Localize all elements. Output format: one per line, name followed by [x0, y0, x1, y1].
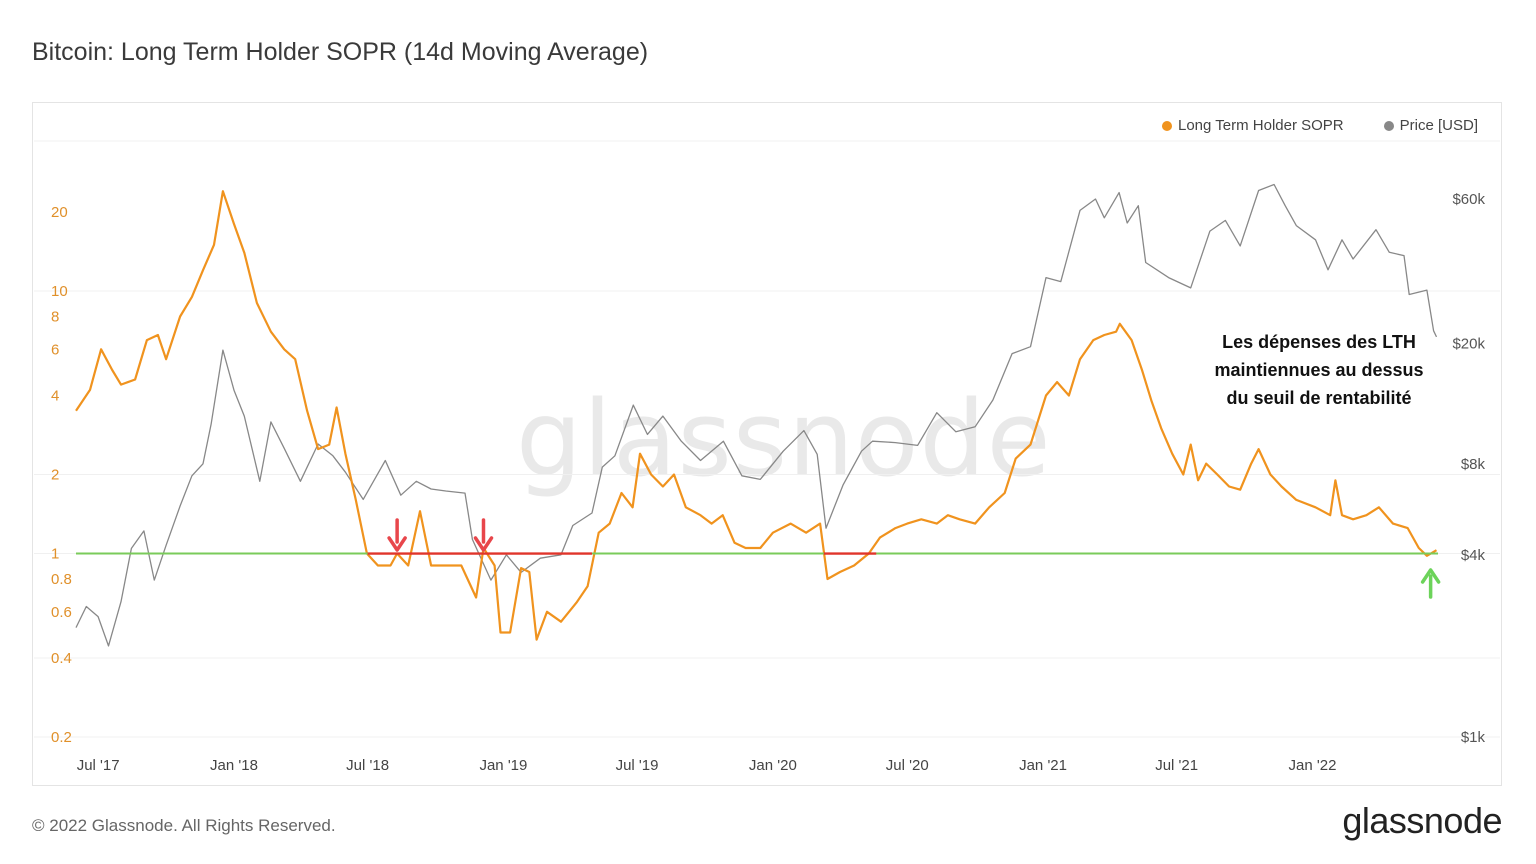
y-right-tick-label: $1k	[1461, 729, 1486, 746]
footer-copyright: © 2022 Glassnode. All Rights Reserved.	[32, 816, 336, 835]
y-right-tick-label: $20k	[1452, 335, 1485, 352]
price-series	[75, 183, 1438, 647]
legend-label-price: Price [USD]	[1399, 117, 1478, 134]
arrow-down-icon	[473, 518, 494, 552]
annotation-line-1: Les dépenses des LTH	[1222, 332, 1416, 352]
y-right-tick-label: $60k	[1452, 191, 1485, 208]
chart-annotation: Les dépenses des LTH maintiennues au des…	[1196, 328, 1442, 412]
legend-dot-price	[1383, 120, 1394, 131]
y-left-tick-label: 4	[51, 387, 59, 404]
x-tick-label: Jan '22	[1289, 757, 1337, 774]
annotation-line-2: maintiennues au dessus	[1214, 360, 1424, 380]
x-tick-label: Jul '19	[616, 757, 659, 774]
legend: Long Term Holder SOPR Price [USD]	[1162, 117, 1478, 134]
x-tick-label: Jan '21	[1019, 757, 1067, 774]
x-tick-label: Jul '17	[77, 757, 120, 774]
legend-item-price[interactable]: Price [USD]	[1383, 117, 1478, 134]
chart-frame	[32, 102, 1502, 786]
price-line	[75, 183, 1438, 647]
y-left-tick-label: 0.2	[51, 729, 72, 746]
y-left-tick-label: 6	[51, 341, 59, 358]
x-axis: Jul '17 Jan '18 Jul '18 Jan '19 Jul '19 Jan '…	[77, 757, 1337, 774]
y-left-tick-label: 1	[51, 546, 59, 563]
sopr-series	[75, 190, 1438, 641]
sopr-line	[75, 190, 1438, 641]
y-left-tick-label: 20	[51, 204, 68, 221]
arrow-up-icon	[1420, 568, 1441, 599]
annotation-line-3: du seuil de rentabilité	[1226, 388, 1412, 408]
legend-item-sopr[interactable]: Long Term Holder SOPR	[1162, 117, 1344, 134]
y-right-tick-label: $8k	[1461, 456, 1486, 473]
y-axis-right: $1k $4k $8k $20k $60k	[1452, 191, 1485, 746]
arrow-down-icon	[387, 518, 407, 552]
x-tick-label: Jul '20	[886, 757, 929, 774]
y-left-tick-label: 10	[51, 283, 68, 300]
y-right-tick-label: $4k	[1461, 547, 1486, 564]
gridlines	[34, 140, 1500, 738]
y-left-tick-label: 0.6	[51, 604, 72, 621]
legend-dot-sopr	[1162, 120, 1172, 131]
x-tick-label: Jan '19	[479, 757, 527, 774]
y-left-tick-label: 0.4	[51, 650, 72, 667]
y-left-tick-label: 0.8	[51, 571, 72, 588]
legend-label-sopr: Long Term Holder SOPR	[1178, 117, 1344, 134]
x-tick-label: Jul '21	[1155, 757, 1198, 774]
x-tick-label: Jan '20	[749, 757, 797, 774]
y-left-tick-label: 2	[51, 467, 59, 484]
y-axis-left: 0.2 0.4 0.6 0.8 1 2 4 6 8 10 20	[51, 204, 72, 746]
chart-title: Bitcoin: Long Term Holder SOPR (14d Movi…	[32, 38, 649, 66]
y-left-tick-label: 8	[51, 308, 59, 325]
x-tick-label: Jul '18	[346, 757, 389, 774]
x-tick-label: Jan '18	[210, 757, 258, 774]
watermark: glassnode	[516, 378, 1052, 500]
markers	[387, 518, 1441, 599]
footer-brand-logo: glassnode	[1342, 800, 1502, 841]
